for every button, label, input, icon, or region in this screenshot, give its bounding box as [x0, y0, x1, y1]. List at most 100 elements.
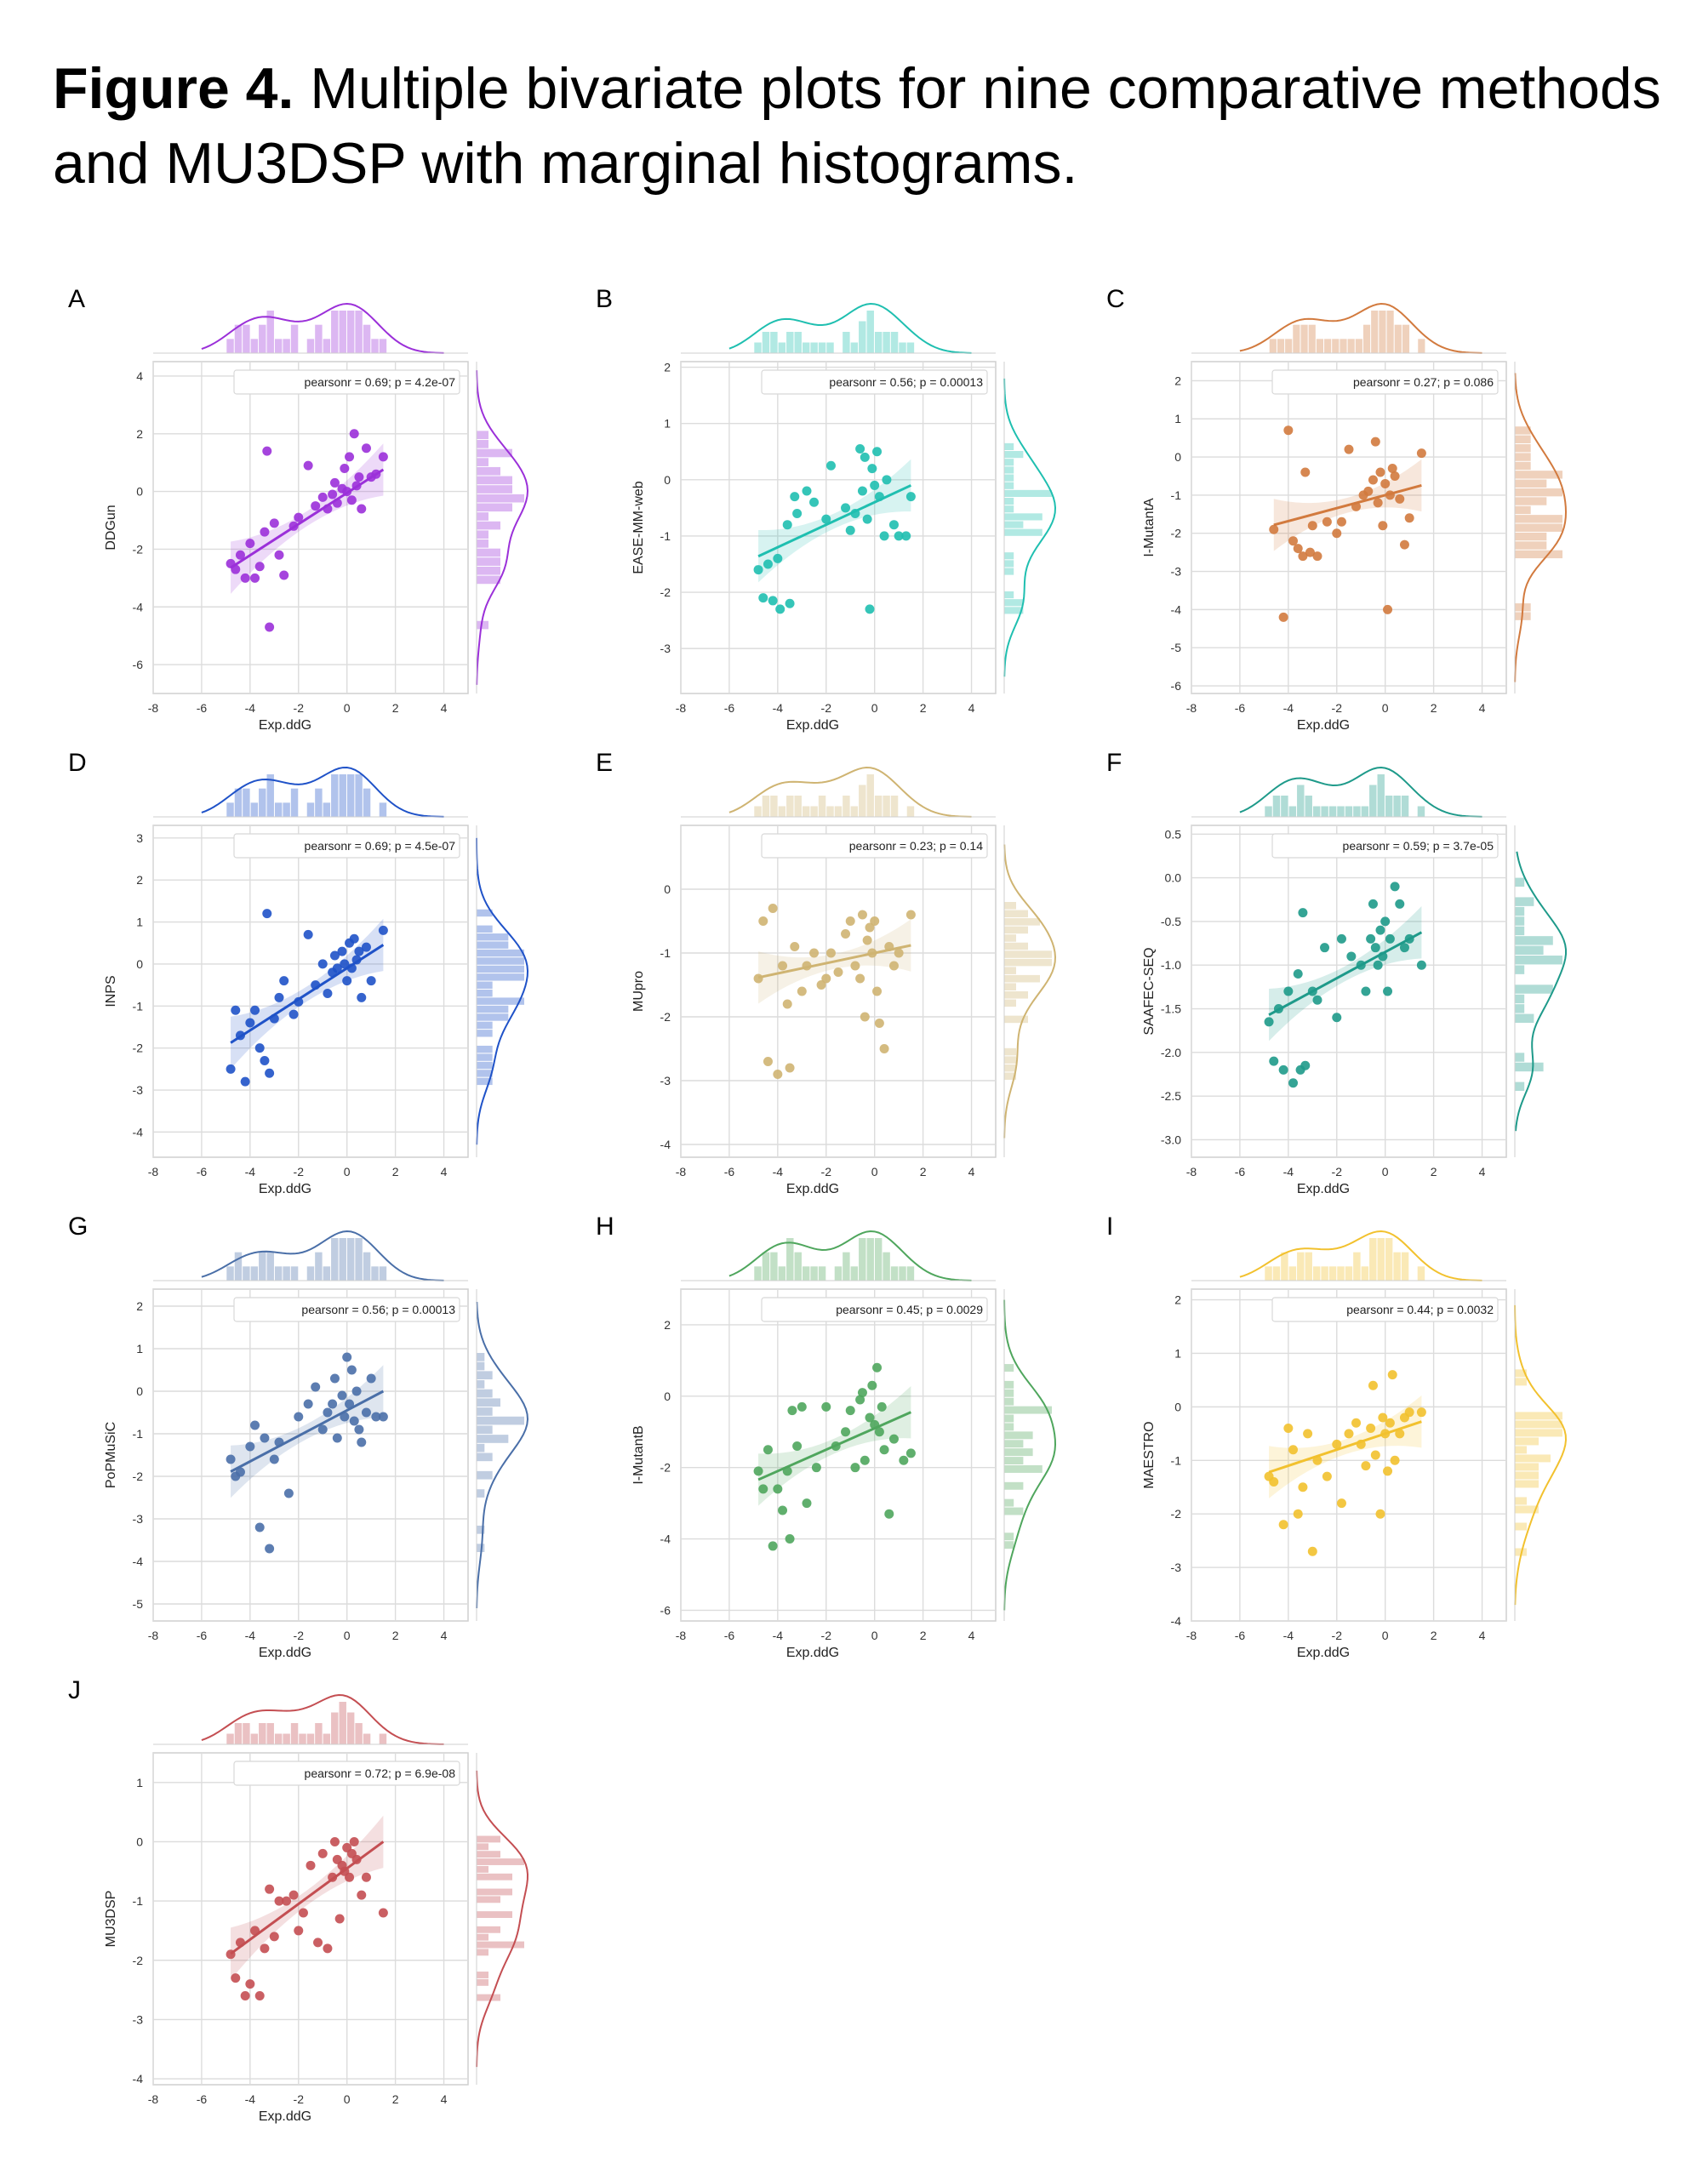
- right-histogram-bar: [1004, 1015, 1028, 1024]
- right-histogram-bar: [1004, 1541, 1014, 1549]
- x-axis-label: Exp.ddG: [259, 2109, 311, 2124]
- top-histogram-bar: [1393, 796, 1401, 817]
- data-point: [334, 1914, 345, 1924]
- data-point: [841, 929, 851, 939]
- right-histogram-bar: [1515, 984, 1553, 994]
- top-histogram-bar: [1293, 324, 1300, 353]
- right-histogram-bar: [477, 431, 488, 440]
- right-histogram-bar: [1004, 926, 1028, 934]
- right-histogram-bar: [1515, 541, 1547, 550]
- top-histogram-bar: [874, 796, 883, 817]
- data-point: [905, 492, 916, 502]
- top-histogram-bar: [226, 339, 234, 353]
- right-kde-curve: [476, 1301, 529, 1609]
- top-histogram-bar: [899, 1266, 906, 1281]
- data-point: [349, 933, 359, 944]
- right-histogram-bar: [1004, 942, 1028, 950]
- top-histogram-bar: [226, 1733, 234, 1744]
- bivariate-plot: -8 -6 -4 -2 0 2 40-1-2-3-4Exp.ddGMUpropearsonr…: [631, 766, 1057, 1196]
- top-histogram-bar: [1308, 324, 1316, 353]
- data-point: [797, 1401, 807, 1412]
- data-point: [1370, 943, 1380, 953]
- right-histogram-bar: [1515, 550, 1562, 559]
- x-tick-label: -8: [148, 2092, 159, 2106]
- panel-label: A: [68, 285, 86, 313]
- top-histogram-bar: [355, 1238, 363, 1281]
- data-point: [226, 1454, 236, 1464]
- right-histogram-bar: [1004, 528, 1043, 536]
- x-tick-label: -6: [1235, 701, 1246, 715]
- top-histogram-bar: [331, 311, 339, 353]
- top-histogram-bar: [1345, 806, 1353, 817]
- x-tick-label: 0: [344, 1629, 351, 1642]
- top-histogram-bar: [331, 1238, 339, 1281]
- data-point: [1395, 899, 1405, 909]
- data-point: [240, 1076, 250, 1087]
- data-point: [753, 565, 763, 575]
- data-point: [841, 1427, 851, 1437]
- data-point: [1390, 1455, 1400, 1465]
- y-tick-label: -6: [133, 658, 144, 671]
- right-histogram-bar: [1515, 877, 1525, 887]
- data-point: [329, 1836, 340, 1846]
- y-tick-label: 2: [1174, 1293, 1181, 1307]
- top-histogram-bar: [826, 806, 834, 817]
- top-histogram-bar: [266, 1252, 274, 1281]
- top-histogram-bar: [883, 796, 890, 817]
- x-tick-label: 0: [344, 1165, 351, 1179]
- regression-line: [757, 484, 912, 558]
- data-point: [323, 1943, 333, 1954]
- data-point: [351, 1386, 362, 1396]
- top-histogram-bar: [234, 1252, 243, 1281]
- data-point: [1305, 547, 1315, 557]
- data-point: [226, 1064, 236, 1074]
- right-histogram-bar: [477, 1389, 493, 1398]
- data-point: [825, 460, 836, 471]
- right-histogram-bar: [1004, 552, 1014, 560]
- data-point: [1368, 899, 1378, 909]
- y-tick-label: -6: [660, 1603, 671, 1617]
- data-point: [809, 497, 820, 507]
- top-histogram-bar: [786, 1238, 794, 1281]
- top-histogram-bar: [802, 1266, 810, 1281]
- right-histogram-bar: [1004, 560, 1014, 568]
- data-point: [802, 486, 812, 496]
- data-point: [785, 1063, 795, 1073]
- x-tick-label: -6: [724, 1165, 735, 1179]
- x-tick-label: 4: [1479, 701, 1486, 715]
- right-histogram-bar: [477, 909, 493, 917]
- data-point: [1293, 1509, 1303, 1519]
- x-tick-label: -2: [294, 701, 305, 715]
- data-point: [792, 1441, 803, 1452]
- y-tick-label: -3: [1171, 565, 1182, 579]
- right-kde-curve: [1003, 844, 1057, 1139]
- y-tick-label: -1.5: [1161, 1002, 1181, 1016]
- right-histogram-bar: [477, 1077, 493, 1086]
- data-point: [872, 986, 883, 996]
- top-histogram-bar: [306, 1266, 315, 1281]
- right-histogram-bar: [1515, 1062, 1544, 1072]
- data-point: [1395, 494, 1405, 504]
- right-histogram-bar: [1515, 936, 1553, 945]
- right-histogram-bar: [1515, 897, 1534, 906]
- top-histogram-bar: [363, 1733, 371, 1744]
- regression-line: [757, 944, 911, 979]
- data-point: [1312, 551, 1322, 562]
- annotation-box: [761, 1297, 988, 1322]
- data-point: [311, 501, 321, 511]
- right-histogram-bar: [1004, 910, 1028, 918]
- top-kde-curve: [1239, 766, 1482, 818]
- x-tick-label: -6: [1235, 1165, 1246, 1179]
- data-point: [1283, 986, 1294, 996]
- x-tick-label: -6: [197, 2092, 208, 2106]
- right-histogram-bar: [477, 1470, 493, 1480]
- data-point: [1288, 1078, 1299, 1088]
- x-tick-label: 0: [871, 1165, 878, 1179]
- top-histogram-bar: [234, 788, 243, 817]
- data-point: [1387, 1370, 1397, 1380]
- top-histogram-bar: [363, 324, 371, 353]
- data-point: [1351, 1418, 1362, 1428]
- data-point: [1380, 916, 1391, 927]
- top-histogram-bar: [1265, 806, 1272, 817]
- top-histogram-bar: [1328, 1266, 1337, 1281]
